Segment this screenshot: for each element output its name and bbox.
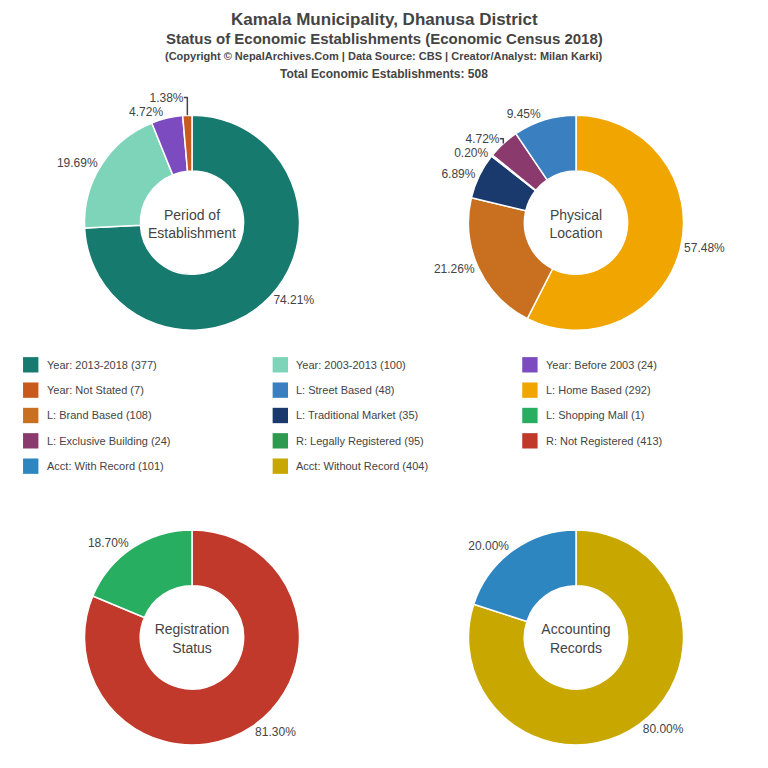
svg-text:Year: Before 2003 (24): Year: Before 2003 (24) xyxy=(546,359,657,371)
svg-text:AccountingRecords: AccountingRecords xyxy=(541,621,610,655)
svg-text:9.45%: 9.45% xyxy=(507,107,541,121)
svg-text:L: Brand Based (108): L: Brand Based (108) xyxy=(47,409,152,421)
svg-text:Year: 2013-2018 (377): Year: 2013-2018 (377) xyxy=(47,359,157,371)
svg-text:4.72%: 4.72% xyxy=(129,105,163,119)
svg-text:19.69%: 19.69% xyxy=(57,156,98,170)
svg-text:Acct: With Record (101): Acct: With Record (101) xyxy=(47,460,164,472)
svg-text:80.00%: 80.00% xyxy=(643,722,684,736)
svg-text:20.00%: 20.00% xyxy=(468,539,509,553)
svg-text:21.26%: 21.26% xyxy=(434,262,475,276)
svg-text:18.70%: 18.70% xyxy=(88,536,129,550)
svg-text:R: Not Registered (413): R: Not Registered (413) xyxy=(546,435,662,447)
svg-text:RegistrationStatus: RegistrationStatus xyxy=(155,621,230,655)
svg-text:Acct: Without Record (404): Acct: Without Record (404) xyxy=(296,460,428,472)
svg-text:R: Legally Registered (95): R: Legally Registered (95) xyxy=(296,435,424,447)
svg-text:0.20%: 0.20% xyxy=(454,146,488,160)
svg-text:74.21%: 74.21% xyxy=(273,293,314,307)
svg-text:L: Exclusive Building (24): L: Exclusive Building (24) xyxy=(47,435,171,447)
svg-text:Total Economic Establishments:: Total Economic Establishments: 508 xyxy=(280,67,488,81)
svg-text:57.48%: 57.48% xyxy=(684,241,725,255)
svg-text:4.72%: 4.72% xyxy=(465,132,499,146)
svg-text:Year: Not Stated (7): Year: Not Stated (7) xyxy=(47,384,144,396)
svg-text:Period ofEstablishment: Period ofEstablishment xyxy=(148,207,236,241)
svg-text:L: Traditional Market (35): L: Traditional Market (35) xyxy=(296,409,418,421)
svg-text:(Copyright © NepalArchives.Com: (Copyright © NepalArchives.Com | Data So… xyxy=(165,50,603,62)
svg-text:L: Shopping Mall (1): L: Shopping Mall (1) xyxy=(546,409,644,421)
svg-text:1.38%: 1.38% xyxy=(149,91,183,105)
svg-text:L: Home Based (292): L: Home Based (292) xyxy=(546,384,651,396)
svg-text:Kamala Municipality, Dhanusa D: Kamala Municipality, Dhanusa District xyxy=(231,10,538,29)
svg-text:81.30%: 81.30% xyxy=(255,725,296,739)
svg-text:L: Street Based (48): L: Street Based (48) xyxy=(296,384,394,396)
svg-text:PhysicalLocation: PhysicalLocation xyxy=(550,207,603,241)
svg-text:Status of Economic Establishme: Status of Economic Establishments (Econo… xyxy=(166,30,603,47)
svg-text:6.89%: 6.89% xyxy=(441,167,475,181)
svg-text:Year: 2003-2013 (100): Year: 2003-2013 (100) xyxy=(296,359,406,371)
